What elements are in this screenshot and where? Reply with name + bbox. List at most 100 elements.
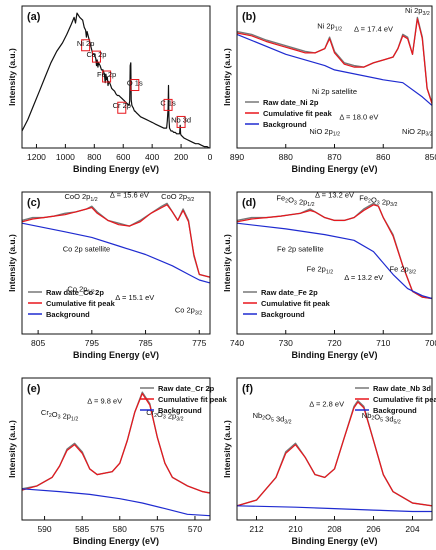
panel-a: 1200 1000 800 600 400 200 0 Binding Energy (eV)… xyxy=(7,5,213,174)
y-axis-label: Intensity (a.u.) xyxy=(222,48,232,106)
annotation-label: Ni 2p1/2 xyxy=(317,22,342,33)
panel-label: (d) xyxy=(242,197,256,209)
x-tick-label: 730 xyxy=(279,338,293,348)
x-axis-label: Binding Energy (eV) xyxy=(291,164,377,174)
x-tick-label: 590 xyxy=(37,524,51,534)
x-axis-label: Binding Energy (eV) xyxy=(73,164,159,174)
annotation-label: Δ = 18.0 eV xyxy=(339,113,378,122)
panel-label: (e) xyxy=(27,383,41,395)
x-tick-label: 585 xyxy=(75,524,89,534)
annotation-label: Co 2p xyxy=(86,50,106,59)
legend-label: Background xyxy=(373,406,417,415)
legend-label: Raw date_Co 2p xyxy=(46,288,104,297)
panel-label: (a) xyxy=(27,11,41,23)
series-line-raw-date-co-2p xyxy=(21,202,211,278)
legend-label: Background xyxy=(158,406,202,415)
x-tick-label: 850 xyxy=(425,152,436,162)
x-tick-label: 212 xyxy=(249,524,263,534)
legend-label: Background xyxy=(261,310,305,319)
annotation-label: Nb 3d xyxy=(171,115,191,124)
x-tick-label: 710 xyxy=(376,338,390,348)
x-tick-label: 210 xyxy=(288,524,302,534)
annotation-label: CoO 2p3/2 xyxy=(161,192,194,203)
x-tick-label: 400 xyxy=(145,152,159,162)
annotation-label: Fe 2p xyxy=(97,70,116,79)
annotation-label: CoO 2p1/2 xyxy=(64,192,97,203)
annotation-label: Δ = 15.1 eV xyxy=(115,293,154,302)
x-tick-label: 570 xyxy=(188,524,202,534)
annotation-label: O 1s xyxy=(127,79,143,88)
y-axis-label: Intensity (a.u.) xyxy=(7,48,17,106)
x-tick-label: 575 xyxy=(150,524,164,534)
annotation-label: Cr 2p xyxy=(113,101,131,110)
annotation-label: Nb2O5 3d3/2 xyxy=(253,411,292,426)
series-line-cumulative-fit-peak xyxy=(236,204,433,300)
annotation-label: Δ = 9.8 eV xyxy=(87,397,122,406)
peak-marker-box xyxy=(102,70,112,83)
legend-label: Raw date_Cr 2p xyxy=(158,384,215,393)
legend-label: Raw date_Ni 2p xyxy=(263,98,319,107)
legend-label: Cumulative fit peak xyxy=(158,395,228,404)
x-tick-label: 200 xyxy=(174,152,188,162)
annotation-label: Δ = 13.2 eV xyxy=(344,273,383,282)
legend-label: Cumulative fit peak xyxy=(46,299,116,308)
annotation-label: Cr2O3 2p3/2 xyxy=(146,408,183,423)
x-tick-label: 880 xyxy=(279,152,293,162)
x-tick-label: 700 xyxy=(425,338,436,348)
annotation-label: NiO 2p1/2 xyxy=(309,127,340,138)
legend-label: Background xyxy=(263,120,307,129)
annotation-label: Ni 2p xyxy=(77,39,95,48)
annotation-label: Nb2O5 3d5/2 xyxy=(362,411,401,426)
annotation-label: C 1s xyxy=(160,98,176,107)
x-tick-label: 208 xyxy=(327,524,341,534)
annotation-label: Fe 2p satellite xyxy=(277,245,324,254)
panel-b: 890 880 870 860 850 Binding Energy (eV) Intens… xyxy=(222,5,436,174)
x-tick-label: 860 xyxy=(376,152,390,162)
annotation-label: Δ = 2.8 eV xyxy=(309,399,344,408)
annotation-label: Ni 2p satellite xyxy=(312,87,357,96)
legend-label: Raw date_Nb 3d xyxy=(373,384,431,393)
peak-marker-box xyxy=(176,115,186,128)
plot-frame xyxy=(21,191,211,335)
plot-frame xyxy=(21,5,211,149)
peak-marker-box xyxy=(81,39,91,52)
x-tick-label: 1200 xyxy=(27,152,46,162)
peak-marker-box xyxy=(91,50,101,63)
x-tick-label: 890 xyxy=(230,152,244,162)
x-tick-label: 0 xyxy=(208,152,213,162)
x-tick-label: 580 xyxy=(113,524,127,534)
panel-e: 590 585 580 575 570 Binding Energy (eV) Intens… xyxy=(7,377,228,546)
annotation-label: Fe2O3 2p1/2 xyxy=(276,194,314,209)
x-tick-label: 775 xyxy=(192,338,206,348)
legend-label: Background xyxy=(46,310,90,319)
x-tick-label: 600 xyxy=(116,152,130,162)
legend-label: Raw date_Fe 2p xyxy=(261,288,318,297)
series-line-background xyxy=(236,33,433,106)
x-tick-label: 740 xyxy=(230,338,244,348)
x-axis-label: Binding Energy (eV) xyxy=(291,536,377,546)
annotation-label: NiO 2p3/2 xyxy=(402,127,433,138)
series-line-cumulative-fit-peak xyxy=(21,393,211,494)
peak-marker-box xyxy=(130,79,140,92)
x-tick-label: 206 xyxy=(366,524,380,534)
series-line-cumulative-fit-peak xyxy=(236,18,433,105)
x-tick-label: 805 xyxy=(31,338,45,348)
panel-c: 805 795 785 775 Binding Energy (eV) Intensity… xyxy=(7,191,211,360)
x-tick-label: 1000 xyxy=(56,152,75,162)
x-axis-label: Binding Energy (eV) xyxy=(73,536,159,546)
series-line-background xyxy=(236,505,432,513)
annotation-label: Δ = 15.6 eV xyxy=(110,191,149,200)
annotation-label: Co 2p satellite xyxy=(63,245,111,254)
x-axis-label: Binding Energy (eV) xyxy=(73,350,159,360)
panel-label: (f) xyxy=(242,383,253,395)
x-tick-label: 204 xyxy=(405,524,419,534)
x-tick-label: 720 xyxy=(327,338,341,348)
annotation-label: Co 2p3/2 xyxy=(175,306,202,317)
legend-label: Cumulative fit peak xyxy=(261,299,331,308)
annotation-label: Ni 2p3/2 xyxy=(405,6,430,17)
x-tick-label: 800 xyxy=(87,152,101,162)
annotation-label: Δ = 13.2 eV xyxy=(315,191,354,200)
panel-d: 740 730 720 710 700 Binding Energy (eV) Intens… xyxy=(222,191,436,360)
y-axis-label: Intensity (a.u.) xyxy=(222,234,232,292)
